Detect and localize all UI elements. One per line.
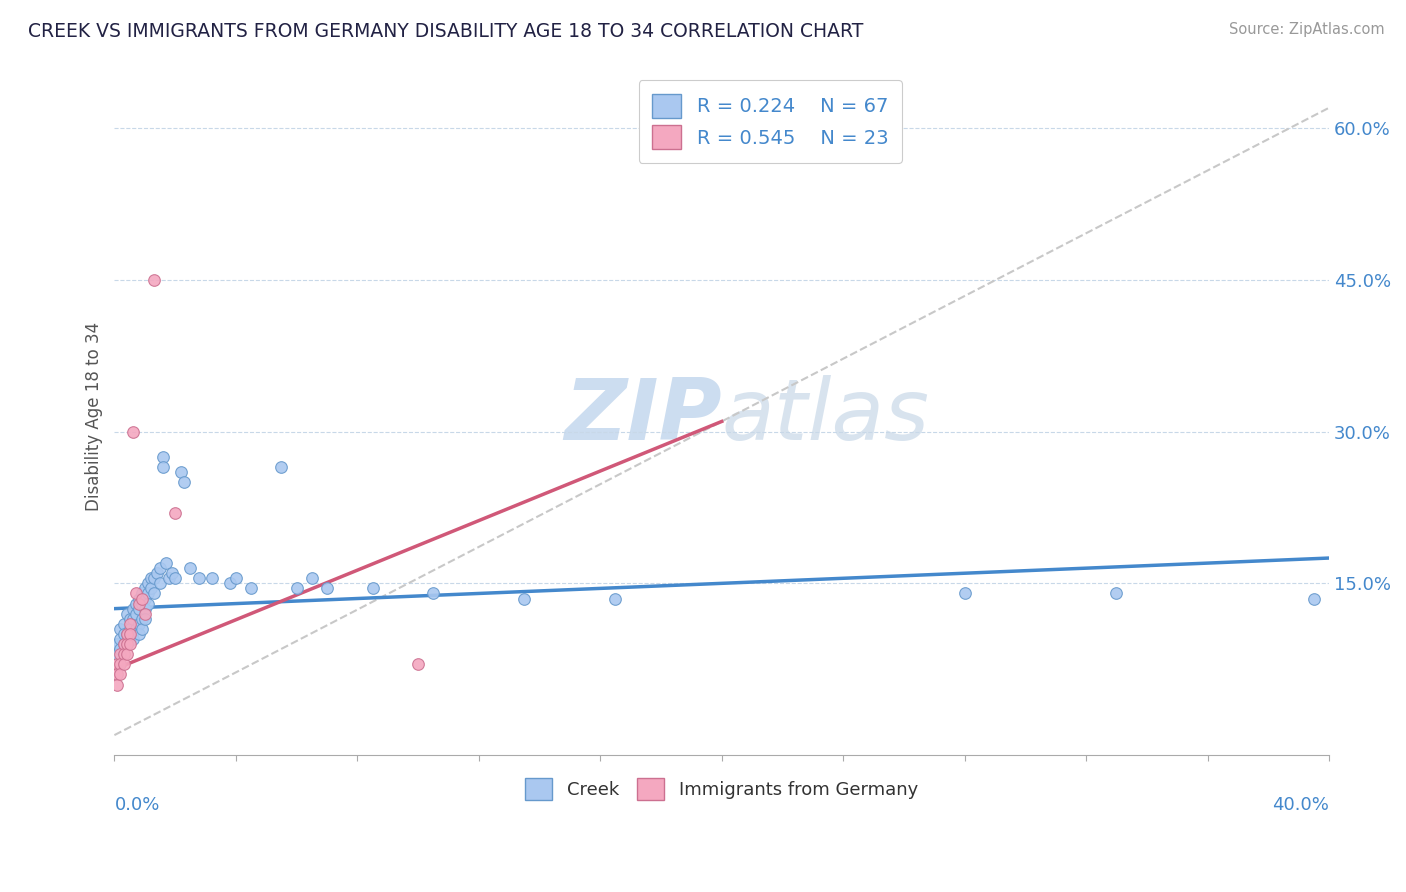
Point: [1302, 591, 1324, 606]
Point: [107, 667, 129, 681]
Point: [149, 576, 172, 591]
Point: [121, 601, 143, 615]
Point: [136, 576, 159, 591]
Point: [115, 637, 138, 651]
Point: [118, 612, 141, 626]
Point: [110, 622, 132, 636]
Point: [146, 566, 169, 581]
Point: [139, 571, 162, 585]
Point: [107, 637, 129, 651]
Point: [301, 571, 323, 585]
Point: [406, 657, 429, 672]
Point: [152, 460, 174, 475]
Point: [107, 677, 129, 691]
Point: [121, 612, 143, 626]
Point: [110, 657, 132, 672]
Point: [107, 657, 129, 672]
Point: [118, 627, 141, 641]
Point: [112, 657, 135, 672]
Point: [953, 586, 976, 600]
Point: [124, 586, 146, 600]
Point: [124, 597, 146, 611]
Point: [115, 607, 138, 621]
Point: [139, 582, 162, 596]
Point: [112, 637, 135, 651]
Point: [134, 582, 156, 596]
Text: 40.0%: 40.0%: [1272, 796, 1329, 814]
Point: [160, 566, 183, 581]
Point: [110, 632, 132, 646]
Text: 0.0%: 0.0%: [114, 796, 160, 814]
Point: [112, 647, 135, 661]
Point: [513, 591, 536, 606]
Point: [157, 571, 180, 585]
Point: [134, 601, 156, 615]
Point: [152, 450, 174, 464]
Point: [142, 273, 165, 287]
Point: [124, 622, 146, 636]
Point: [142, 586, 165, 600]
Point: [110, 667, 132, 681]
Point: [112, 616, 135, 631]
Point: [110, 642, 132, 657]
Point: [131, 622, 153, 636]
Point: [131, 591, 153, 606]
Text: ZIP: ZIP: [564, 375, 721, 458]
Point: [270, 460, 292, 475]
Point: [316, 582, 339, 596]
Point: [115, 627, 138, 641]
Point: [121, 425, 143, 439]
Point: [112, 627, 135, 641]
Point: [128, 601, 150, 615]
Point: [134, 607, 156, 621]
Point: [118, 637, 141, 651]
Point: [173, 475, 195, 490]
Point: [115, 627, 138, 641]
Point: [605, 591, 627, 606]
Point: [128, 591, 150, 606]
Point: [361, 582, 384, 596]
Point: [115, 637, 138, 651]
Point: [115, 647, 138, 661]
Point: [107, 647, 129, 661]
Point: [118, 632, 141, 646]
Point: [422, 586, 444, 600]
Point: [118, 622, 141, 636]
Legend: Creek, Immigrants from Germany: Creek, Immigrants from Germany: [519, 771, 925, 807]
Point: [121, 632, 143, 646]
Point: [155, 556, 177, 570]
Point: [149, 561, 172, 575]
Point: [188, 571, 211, 585]
Point: [165, 506, 187, 520]
Text: atlas: atlas: [721, 375, 929, 458]
Text: Source: ZipAtlas.com: Source: ZipAtlas.com: [1229, 22, 1385, 37]
Y-axis label: Disability Age 18 to 34: Disability Age 18 to 34: [86, 322, 103, 511]
Point: [118, 616, 141, 631]
Point: [179, 561, 201, 575]
Point: [128, 627, 150, 641]
Text: CREEK VS IMMIGRANTS FROM GERMANY DISABILITY AGE 18 TO 34 CORRELATION CHART: CREEK VS IMMIGRANTS FROM GERMANY DISABIL…: [28, 22, 863, 41]
Point: [142, 571, 165, 585]
Point: [218, 576, 240, 591]
Point: [128, 616, 150, 631]
Point: [285, 582, 308, 596]
Point: [200, 571, 222, 585]
Point: [165, 571, 187, 585]
Point: [136, 586, 159, 600]
Point: [131, 586, 153, 600]
Point: [134, 612, 156, 626]
Point: [170, 465, 193, 479]
Point: [240, 582, 263, 596]
Point: [1105, 586, 1128, 600]
Point: [225, 571, 247, 585]
Point: [128, 597, 150, 611]
Point: [131, 612, 153, 626]
Point: [110, 647, 132, 661]
Point: [136, 597, 159, 611]
Point: [112, 637, 135, 651]
Point: [131, 597, 153, 611]
Point: [124, 607, 146, 621]
Point: [134, 591, 156, 606]
